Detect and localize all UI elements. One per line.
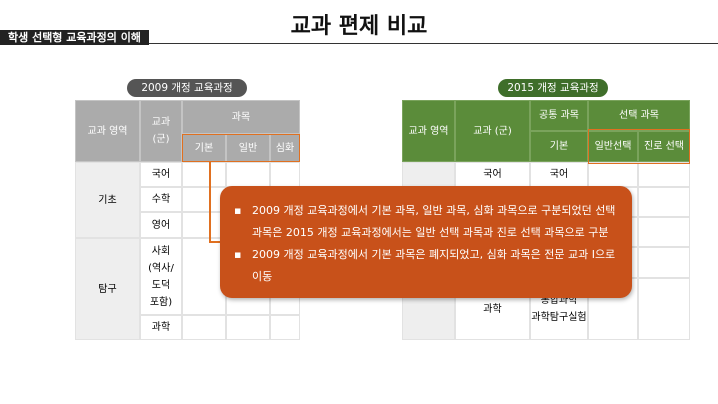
area-cell: 기초	[75, 162, 140, 238]
subject-cell: 사회 (역사/도덕 포함)	[140, 238, 182, 315]
header-cell: 일반선택	[588, 131, 638, 162]
empty-cell	[638, 278, 690, 340]
empty-cell	[638, 162, 690, 187]
right-label: 2015 개정 교육과정	[498, 79, 608, 97]
header-cell: 진로 선택	[638, 131, 690, 162]
header-cell: 과목	[182, 100, 300, 134]
area-cell: 탐구	[75, 238, 140, 340]
bullet-text: 2009 개정 교육과정에서 기본 과목, 일반 과목, 심화 과목으로 구분되…	[252, 204, 616, 239]
subject-cell: 국어	[455, 162, 530, 187]
header-cell: 교과 영역	[75, 100, 140, 162]
bullet-item: ▪ 2009 개정 교육과정에서 기본 과목, 일반 과목, 심화 과목으로 구분…	[234, 200, 616, 244]
empty-cell	[182, 315, 226, 340]
empty-cell	[182, 162, 226, 187]
connector	[209, 241, 223, 243]
header-cell: 교과 영역	[402, 100, 455, 162]
empty-cell	[638, 217, 690, 247]
header-cell: 기본	[530, 131, 588, 162]
subject-cell: 국어	[140, 162, 182, 187]
empty-cell	[270, 162, 300, 187]
bullet-text: 2009 개정 교육과정에서 기본 과목은 폐지되었고, 심화 과목은 전문 교…	[252, 248, 616, 283]
bullet-item: ▪ 2009 개정 교육과정에서 기본 과목은 폐지되었고, 심화 과목은 전문 …	[234, 244, 616, 288]
subject-cell: 과학	[140, 315, 182, 340]
header-cell: 교과 (군)	[140, 100, 182, 162]
left-label: 2009 개정 교육과정	[127, 79, 247, 97]
highlight-box	[182, 134, 300, 162]
subject-cell: 수학	[140, 187, 182, 212]
highlight-box	[588, 129, 690, 164]
empty-cell	[638, 247, 690, 278]
callout: ▪ 2009 개정 교육과정에서 기본 과목, 일반 과목, 심화 과목으로 구분…	[220, 186, 632, 298]
subject-cell: 국어	[530, 162, 588, 187]
header-rule	[0, 43, 718, 44]
empty-cell	[226, 315, 270, 340]
header-cell: 공통 과목	[530, 100, 588, 131]
empty-cell	[270, 315, 300, 340]
header-cell: 교과 (군)	[455, 100, 530, 162]
empty-cell	[588, 162, 638, 187]
subject-cell: 영어	[140, 212, 182, 238]
title: 교과 편제 비교	[290, 14, 428, 39]
empty-cell	[638, 187, 690, 217]
connector	[209, 162, 211, 242]
header-cell: 선택 과목	[588, 100, 690, 131]
header-cell: 일반	[226, 134, 270, 162]
empty-cell	[226, 162, 270, 187]
header-tag: 학생 선택형 교육과정의 이해	[0, 30, 149, 45]
